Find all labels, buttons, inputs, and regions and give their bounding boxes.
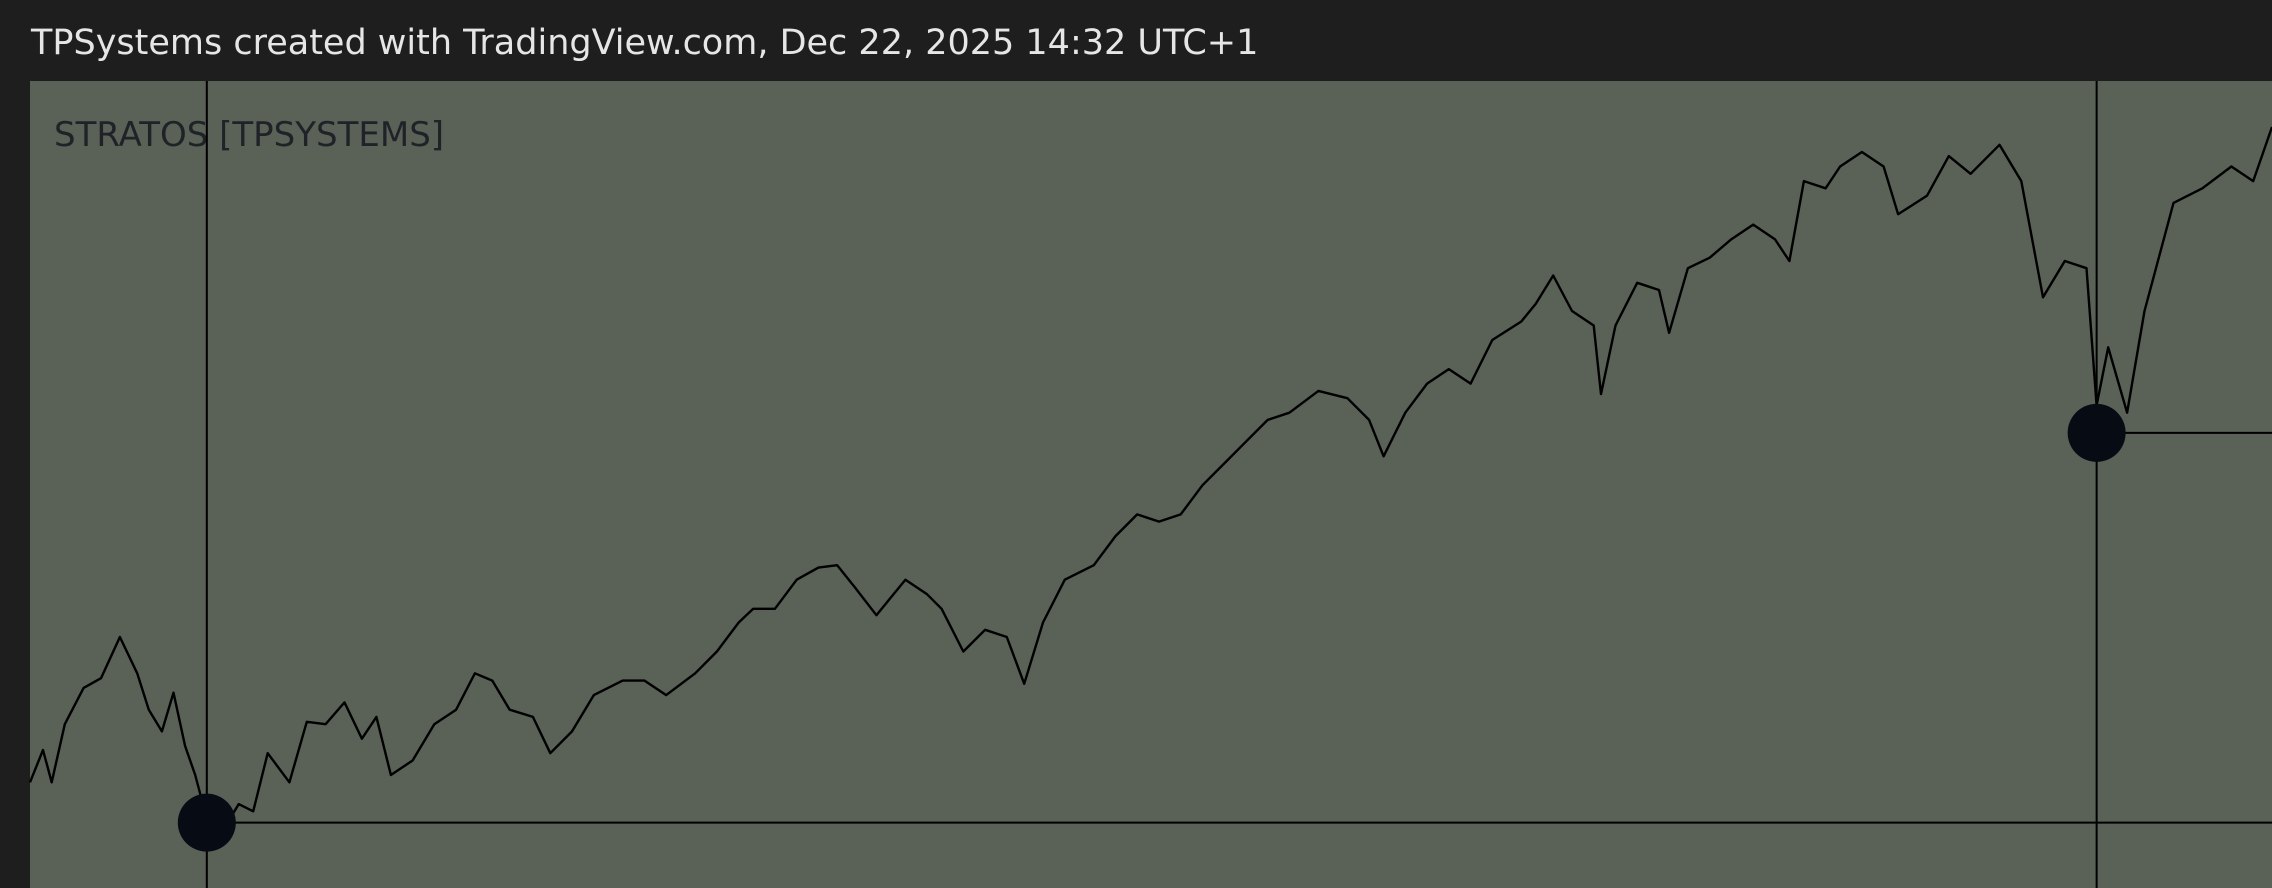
price-line <box>28 126 2272 830</box>
marker-dot <box>177 793 236 852</box>
chart-title: TPSystems created with TradingView.com, … <box>30 23 1258 63</box>
marker-dot <box>2067 403 2126 462</box>
indicator-label: STRATOS [TPSYSTEMS] <box>54 115 444 155</box>
header-bar <box>0 0 2272 81</box>
plot-area <box>30 81 2272 888</box>
